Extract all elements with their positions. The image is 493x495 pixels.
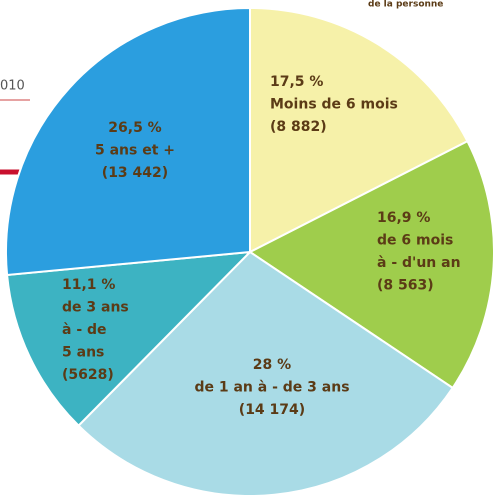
category-label: à - d'un an bbox=[377, 255, 461, 271]
slice bbox=[249, 6, 469, 254]
slice bbox=[248, 139, 493, 390]
count-label: (5628) bbox=[62, 367, 114, 383]
slice bbox=[5, 250, 253, 428]
category-label: Moins de 6 mois bbox=[270, 97, 398, 113]
count-label: (13 442) bbox=[102, 165, 168, 181]
category-label: de 1 an à - de 3 ans bbox=[194, 380, 349, 396]
annotation: 010 bbox=[0, 79, 25, 94]
count-label: (14 174) bbox=[239, 402, 305, 418]
category-label: 5 ans bbox=[62, 345, 104, 361]
count-label: (8 563) bbox=[377, 278, 434, 294]
category-label: à - de bbox=[62, 322, 107, 338]
category-label: de 3 ans bbox=[62, 300, 129, 316]
value-label: 11,1 % bbox=[62, 277, 115, 293]
value-label: 16,9 % bbox=[377, 210, 430, 226]
slice bbox=[5, 6, 251, 277]
count-label: (8 882) bbox=[270, 119, 327, 135]
value-label: 17,5 % bbox=[270, 74, 323, 90]
annotation: de la personne bbox=[368, 0, 443, 10]
category-label: de 6 mois bbox=[377, 233, 453, 249]
category-label: 5 ans et + bbox=[95, 143, 175, 159]
value-label: 28 % bbox=[253, 357, 291, 373]
value-label: 26,5 % bbox=[108, 120, 161, 136]
